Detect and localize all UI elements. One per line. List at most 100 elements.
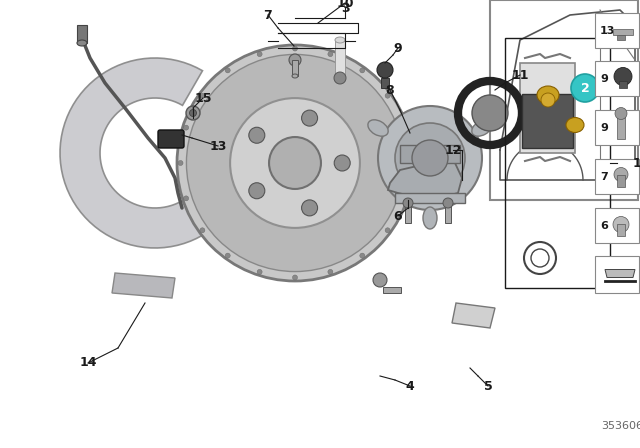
Ellipse shape	[335, 37, 345, 43]
Circle shape	[177, 45, 413, 281]
Text: 15: 15	[195, 91, 212, 104]
Polygon shape	[605, 270, 635, 277]
Bar	[405, 203, 411, 223]
Circle shape	[373, 273, 387, 287]
Circle shape	[613, 216, 629, 233]
Circle shape	[249, 183, 265, 199]
Polygon shape	[452, 303, 495, 328]
Circle shape	[292, 275, 298, 280]
Circle shape	[412, 140, 448, 176]
Bar	[335, 40, 345, 78]
Circle shape	[407, 160, 412, 165]
Circle shape	[328, 269, 333, 274]
Circle shape	[472, 95, 508, 131]
Circle shape	[443, 198, 453, 208]
Bar	[617, 34, 625, 39]
Text: 1: 1	[632, 156, 640, 169]
Text: 3: 3	[340, 1, 349, 14]
Bar	[400, 145, 460, 163]
Bar	[595, 61, 639, 96]
Ellipse shape	[566, 117, 584, 133]
Circle shape	[328, 52, 333, 56]
Circle shape	[614, 168, 628, 181]
Circle shape	[377, 62, 393, 78]
Circle shape	[186, 106, 200, 120]
Text: 8: 8	[386, 83, 394, 96]
Circle shape	[225, 68, 230, 73]
Bar	[505, 38, 610, 288]
Text: 5: 5	[484, 379, 492, 392]
Circle shape	[230, 98, 360, 228]
Circle shape	[360, 253, 365, 258]
Text: 13: 13	[209, 139, 227, 152]
Circle shape	[249, 127, 265, 143]
Circle shape	[269, 137, 321, 189]
Circle shape	[541, 93, 555, 107]
Circle shape	[184, 125, 189, 130]
Bar	[520, 63, 575, 153]
Circle shape	[615, 108, 627, 120]
Ellipse shape	[292, 74, 298, 78]
Circle shape	[178, 160, 183, 165]
Text: 6: 6	[600, 220, 608, 231]
Text: 10: 10	[336, 0, 354, 9]
Polygon shape	[395, 193, 465, 203]
Bar	[617, 115, 625, 138]
Circle shape	[184, 196, 189, 201]
Ellipse shape	[537, 86, 559, 104]
Circle shape	[200, 93, 205, 98]
Circle shape	[614, 68, 632, 86]
Circle shape	[385, 93, 390, 98]
Text: 11: 11	[511, 69, 529, 82]
Text: 9: 9	[600, 73, 608, 83]
Text: 6: 6	[394, 210, 403, 223]
Circle shape	[186, 55, 404, 271]
Bar	[77, 25, 87, 43]
Text: 13: 13	[600, 26, 616, 35]
Circle shape	[301, 110, 317, 126]
Circle shape	[334, 155, 350, 171]
Bar	[490, 0, 638, 200]
Circle shape	[401, 196, 406, 201]
Circle shape	[531, 249, 549, 267]
Bar	[595, 256, 639, 293]
Circle shape	[257, 269, 262, 274]
Circle shape	[257, 52, 262, 56]
Polygon shape	[112, 273, 175, 298]
Ellipse shape	[77, 40, 87, 46]
Text: 9: 9	[394, 42, 403, 55]
Circle shape	[225, 253, 230, 258]
Text: 9: 9	[600, 122, 608, 133]
Ellipse shape	[368, 120, 388, 136]
Bar	[595, 110, 639, 145]
Bar	[617, 175, 625, 186]
Text: 2: 2	[580, 82, 589, 95]
Text: 14: 14	[79, 357, 97, 370]
Circle shape	[200, 228, 205, 233]
Text: 353606: 353606	[601, 421, 640, 431]
FancyBboxPatch shape	[158, 130, 184, 148]
Bar	[445, 203, 451, 223]
Ellipse shape	[472, 120, 492, 136]
Bar	[383, 287, 401, 293]
Circle shape	[360, 68, 365, 73]
Bar	[292, 60, 298, 76]
Circle shape	[289, 54, 301, 66]
Circle shape	[571, 74, 599, 102]
Circle shape	[395, 123, 465, 193]
Text: 7: 7	[264, 9, 273, 22]
Circle shape	[385, 228, 390, 233]
Bar	[613, 29, 633, 34]
Circle shape	[524, 242, 556, 274]
Polygon shape	[60, 58, 202, 248]
Circle shape	[401, 125, 406, 130]
Bar	[617, 224, 625, 237]
Polygon shape	[388, 163, 462, 200]
Text: 12: 12	[444, 143, 461, 156]
Bar	[522, 94, 573, 148]
Circle shape	[403, 198, 413, 208]
Bar	[381, 78, 389, 88]
Circle shape	[189, 109, 196, 116]
Circle shape	[301, 200, 317, 216]
Circle shape	[378, 106, 482, 210]
